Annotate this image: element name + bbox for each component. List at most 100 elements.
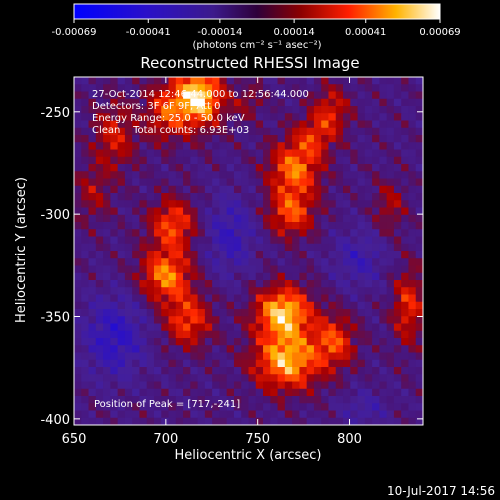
heatmap-cell	[183, 309, 191, 317]
heatmap-cell	[335, 222, 344, 230]
heatmap-cell	[161, 207, 170, 216]
heatmap-cell	[233, 287, 242, 296]
heatmap-cell	[233, 120, 242, 129]
heatmap-cell	[226, 84, 235, 93]
plot-frame	[73, 76, 424, 426]
heatmap-cell	[277, 127, 286, 136]
heatmap-cell	[408, 417, 417, 425]
heatmap-cell	[183, 316, 191, 325]
heatmap-cell	[212, 338, 221, 346]
heatmap-cell	[372, 214, 380, 223]
heatmap-cell	[284, 374, 293, 383]
heatmap-cell	[263, 207, 271, 216]
heatmap-cell	[132, 410, 141, 419]
heatmap-cell	[263, 374, 271, 383]
heatmap-cell	[233, 200, 242, 209]
heatmap-cell	[183, 374, 191, 383]
heatmap-cell	[74, 410, 82, 419]
heatmap-cell	[175, 280, 184, 288]
heatmap-cell	[212, 345, 221, 354]
heatmap-cell	[219, 120, 228, 129]
heatmap-cell	[132, 359, 141, 368]
heatmap-cell	[350, 323, 359, 332]
heatmap-cell	[124, 98, 133, 107]
heatmap-cell	[335, 359, 344, 368]
heatmap-cell	[233, 316, 242, 325]
heatmap-cell	[357, 98, 366, 107]
heatmap-cell	[415, 258, 423, 267]
heatmap-cell	[328, 316, 337, 325]
heatmap-cell	[393, 316, 402, 325]
heatmap-cell	[415, 156, 423, 165]
heatmap-cell	[270, 287, 279, 296]
heatmap-cell	[124, 156, 133, 165]
heatmap-cell	[379, 156, 388, 165]
heatmap-cell	[270, 388, 279, 397]
heatmap-cell	[88, 222, 97, 230]
heatmap-cell	[153, 98, 162, 107]
heatmap-cell	[95, 135, 104, 143]
heatmap-cell	[328, 229, 337, 238]
heatmap-cell	[350, 214, 359, 223]
heatmap-cell	[146, 381, 155, 390]
heatmap-cell	[306, 294, 315, 303]
heatmap-cell	[321, 316, 330, 325]
heatmap-cell	[408, 323, 417, 332]
heatmap-cell	[321, 171, 330, 180]
heatmap-cell	[335, 77, 344, 85]
heatmap-cell	[124, 309, 133, 317]
heatmap-cell	[168, 222, 177, 230]
heatmap-cell	[335, 410, 344, 419]
heatmap-cell	[343, 388, 351, 397]
heatmap-cell	[328, 345, 337, 354]
heatmap-cell	[117, 374, 126, 383]
heatmap-cell	[212, 388, 221, 397]
heatmap-cell	[241, 164, 250, 172]
heatmap-cell	[335, 417, 344, 425]
heatmap-cell	[270, 338, 279, 346]
heatmap-cell	[313, 417, 322, 425]
heatmap-cell	[175, 178, 184, 187]
heatmap-cell	[292, 229, 300, 238]
heatmap-cell	[219, 171, 228, 180]
heatmap-cell	[81, 222, 90, 230]
heatmap-cell	[197, 417, 206, 425]
heatmap-cell	[88, 396, 97, 404]
heatmap-cell	[357, 200, 366, 209]
heatmap-cell	[248, 272, 257, 281]
heatmap-cell	[219, 323, 228, 332]
heatmap-cell	[284, 316, 293, 325]
heatmap-cell	[270, 127, 279, 136]
heatmap-cell	[233, 374, 242, 383]
heatmap-cell	[408, 345, 417, 354]
heatmap-cell	[219, 410, 228, 419]
heatmap-cell	[161, 287, 170, 296]
heatmap-cell	[379, 374, 388, 383]
heatmap-cell	[415, 120, 423, 129]
heatmap-cell	[175, 113, 184, 122]
heatmap-cell	[306, 265, 315, 274]
heatmap-cell	[415, 345, 423, 354]
heatmap-cell	[95, 381, 104, 390]
heatmap-cell	[103, 258, 111, 267]
heatmap-cell	[132, 98, 141, 107]
heatmap-cell	[372, 207, 380, 216]
heatmap-cell	[95, 316, 104, 325]
heatmap-cell	[117, 417, 126, 425]
heatmap-cell	[74, 120, 82, 129]
heatmap-cell	[263, 265, 271, 274]
heatmap-cell	[197, 330, 206, 339]
heatmap-cell	[168, 272, 177, 281]
heatmap-cell	[74, 127, 82, 136]
heatmap-cell	[190, 178, 199, 187]
heatmap-cell	[139, 388, 148, 397]
heatmap-cell	[372, 178, 380, 187]
heatmap-cell	[233, 98, 242, 107]
heatmap-cell	[379, 294, 388, 303]
heatmap-cell	[306, 323, 315, 332]
heatmap-cell	[401, 265, 410, 274]
heatmap-cell	[306, 287, 315, 296]
heatmap-cell	[204, 98, 213, 107]
heatmap-cell	[328, 135, 337, 143]
heatmap-cell	[263, 120, 271, 129]
